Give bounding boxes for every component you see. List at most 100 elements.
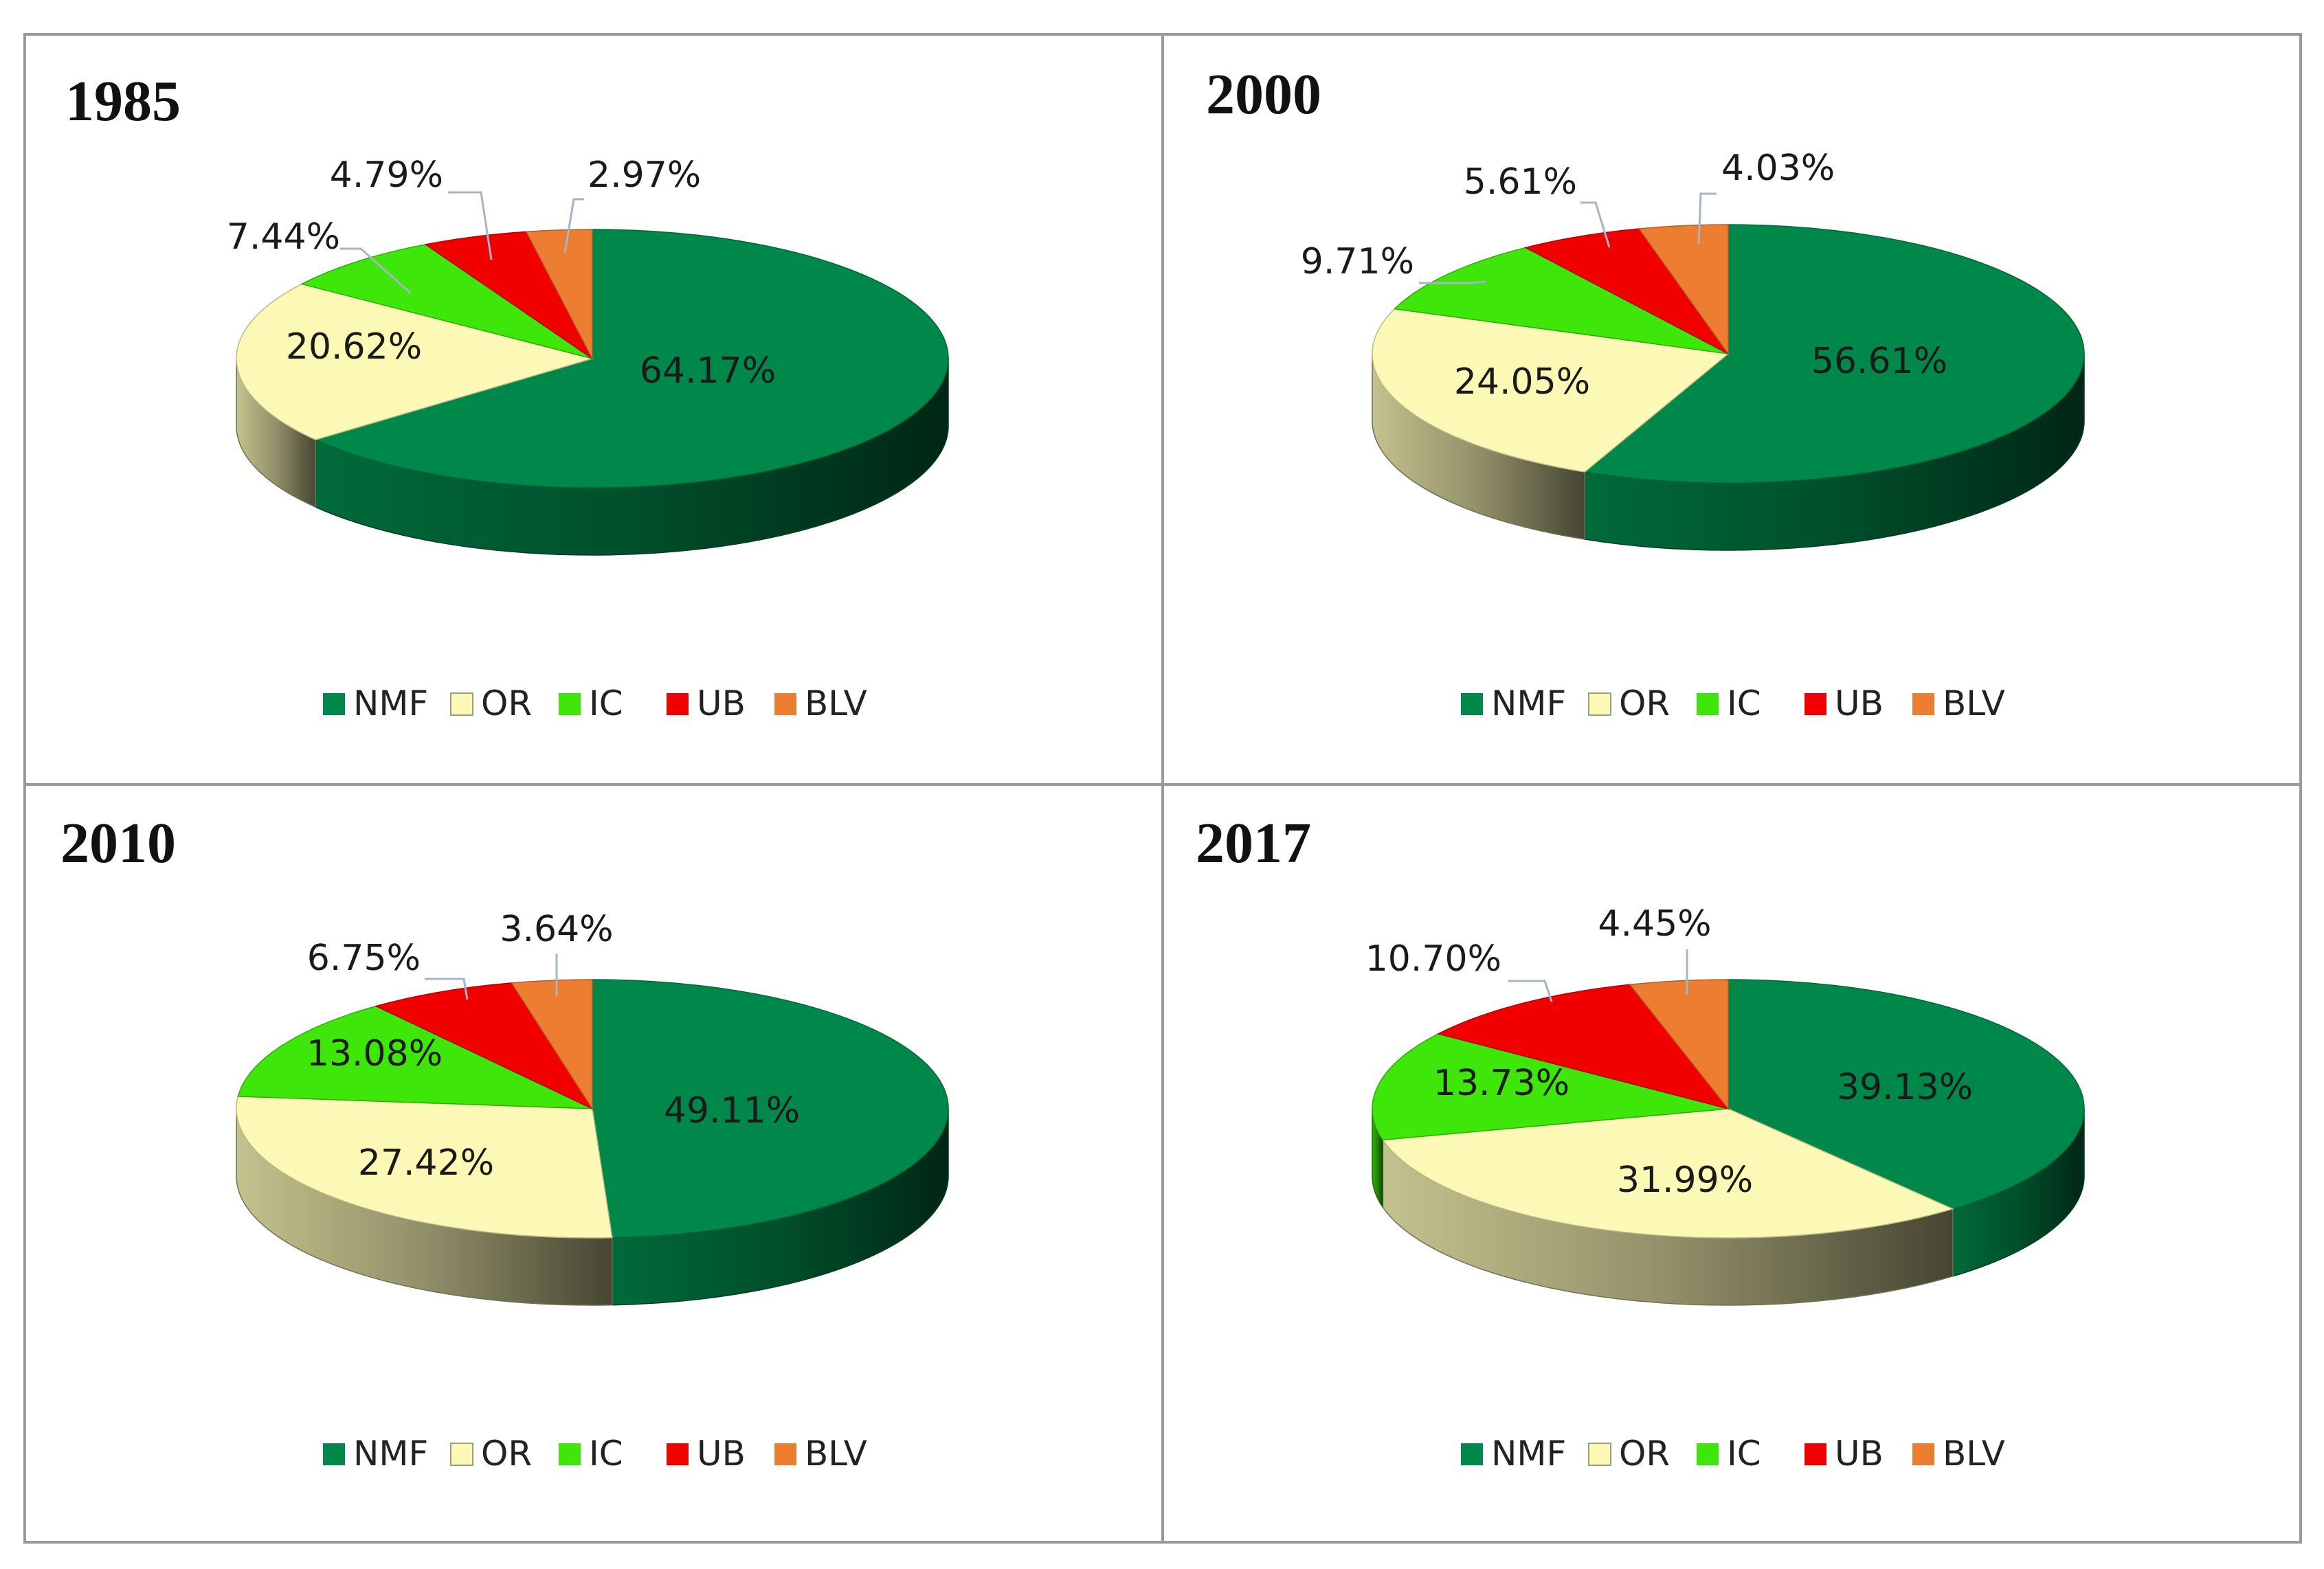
legend-label-ub: UB — [697, 684, 746, 723]
leader-line-ic — [340, 247, 412, 295]
data-label-ic: 13.73% — [1433, 1063, 1569, 1104]
data-label-blv: 4.45% — [1598, 903, 1711, 945]
legend-label-ub: UB — [1835, 684, 1884, 723]
legend-item-ub: UB — [1805, 684, 1884, 723]
legend-swatch-ic — [1697, 693, 1719, 715]
legend-item-ub: UB — [1805, 1434, 1884, 1474]
legend-label-nmf: NMF — [1491, 1434, 1566, 1474]
pie-panel-2000: 2000 56.61% 24.05% 9.71% 5.61% 4.03% NMF OR IC UB… — [1206, 63, 2085, 723]
pie-top — [1372, 979, 2085, 1239]
pie-panel-2010: 2010 49.11% 27.42% 13.08% 6.75% 3.64% NMF OR IC U… — [60, 811, 949, 1474]
pie-slice-blv — [511, 979, 593, 1111]
legend-swatch-or — [1588, 692, 1611, 716]
legend-label-blv: BLV — [1943, 684, 2005, 723]
pie-slice-ub — [375, 982, 594, 1110]
data-label-ic: 7.44% — [227, 216, 340, 258]
legend-swatch-blv — [1912, 1443, 1934, 1465]
legend: NMF OR IC UB BLV — [1461, 684, 2005, 723]
legend-swatch-blv — [774, 1443, 796, 1465]
leader-line-ub — [448, 191, 493, 260]
leader-line-ic — [1419, 280, 1486, 284]
legend-label-ic: IC — [1727, 684, 1761, 723]
panel-title: 2017 — [1196, 811, 1311, 875]
pie-panel-1985: 1985 64.17% 20.62% 7.44% 4.79% 2.97% NMF OR IC UB… — [65, 69, 949, 723]
legend-swatch-ic — [1697, 1443, 1719, 1465]
data-label-ic: 9.71% — [1301, 241, 1414, 282]
data-label-ub: 6.75% — [307, 938, 421, 979]
pie-slice-blv — [525, 229, 593, 359]
legend-item-blv: BLV — [774, 684, 867, 723]
pie-slice-ic — [300, 244, 593, 359]
legend-label-nmf: NMF — [353, 1434, 428, 1474]
pie-slice-blv — [1638, 224, 1729, 356]
legend-swatch-ub — [1805, 693, 1826, 715]
data-label-or: 27.42% — [358, 1142, 494, 1184]
data-label-ub: 10.70% — [1365, 938, 1501, 980]
legend-label-nmf: NMF — [1491, 684, 1566, 723]
panel-title: 2010 — [60, 811, 176, 875]
legend-label-or: OR — [1619, 684, 1670, 723]
pie-slice-nmf — [1583, 224, 2085, 484]
pie-top — [1372, 224, 2085, 484]
legend-item-ic: IC — [1697, 684, 1761, 723]
legend-item-ic: IC — [559, 1434, 623, 1474]
leader-line-ub — [425, 978, 469, 1000]
data-label-nmf: 56.61% — [1811, 341, 1947, 382]
legend-swatch-ub — [667, 1443, 689, 1465]
legend-item-ub: UB — [667, 684, 746, 723]
pie-sides — [1372, 1108, 2085, 1306]
data-label-blv: 3.64% — [500, 909, 613, 950]
legend-swatch-or — [450, 1443, 473, 1466]
data-label-nmf: 49.11% — [664, 1090, 800, 1131]
legend-label-or: OR — [1619, 1434, 1670, 1474]
legend-swatch-ub — [1805, 1443, 1826, 1465]
data-label-blv: 4.03% — [1721, 148, 1835, 189]
legend-item-nmf: NMF — [323, 684, 428, 723]
legend-swatch-or — [450, 692, 473, 716]
legend-label-ub: UB — [1835, 1434, 1884, 1474]
legend-swatch-ub — [667, 693, 689, 715]
legend-item-nmf: NMF — [1461, 1434, 1566, 1474]
pie-slice-ic — [1372, 1033, 1729, 1141]
data-label-or: 20.62% — [286, 326, 422, 368]
legend-swatch-ic — [559, 693, 581, 715]
pie-slice-nmf — [314, 229, 949, 488]
legend-swatch-nmf — [323, 693, 345, 715]
data-label-nmf: 39.13% — [1837, 1067, 1973, 1108]
legend-label-nmf: NMF — [353, 684, 428, 723]
pie-top — [236, 979, 949, 1239]
panel-title: 2000 — [1206, 63, 1321, 126]
legend: NMF OR IC UB BLV — [323, 1434, 867, 1474]
legend-swatch-ic — [559, 1443, 581, 1465]
legend-item-or: OR — [450, 1434, 532, 1474]
pie-slice-ic — [1393, 247, 1729, 354]
data-label-nmf: 64.17% — [640, 350, 776, 392]
pie-slice-or — [236, 1096, 613, 1239]
pie-slice-nmf — [592, 979, 949, 1239]
panel-title: 1985 — [65, 69, 181, 133]
legend-item-or: OR — [1588, 684, 1670, 723]
legend-label-ub: UB — [697, 1434, 746, 1474]
legend-swatch-blv — [774, 693, 796, 715]
leader-line-blv — [563, 198, 584, 253]
legend-label-blv: BLV — [805, 1434, 867, 1474]
data-label-ub: 5.61% — [1464, 161, 1577, 203]
pie-slice-or — [236, 283, 594, 441]
legend-item-blv: BLV — [1912, 1434, 2005, 1474]
pie-slice-ub — [424, 231, 593, 359]
legend-item-ub: UB — [667, 1434, 746, 1474]
pie-top — [236, 229, 949, 488]
legend-item-or: OR — [450, 684, 532, 723]
leader-line-ub — [1508, 980, 1553, 1002]
legend: NMF OR IC UB BLV — [323, 684, 867, 723]
legend-swatch-nmf — [323, 1443, 345, 1465]
legend-item-ic: IC — [559, 684, 623, 723]
data-label-ic: 13.08% — [306, 1033, 443, 1074]
legend-item-ic: IC — [1697, 1434, 1761, 1474]
legend-item-nmf: NMF — [323, 1434, 428, 1474]
pie-slice-ic — [237, 1005, 593, 1109]
legend-swatch-or — [1588, 1443, 1611, 1466]
legend-label-or: OR — [481, 1434, 532, 1474]
pie-slice-or — [1372, 308, 1730, 473]
